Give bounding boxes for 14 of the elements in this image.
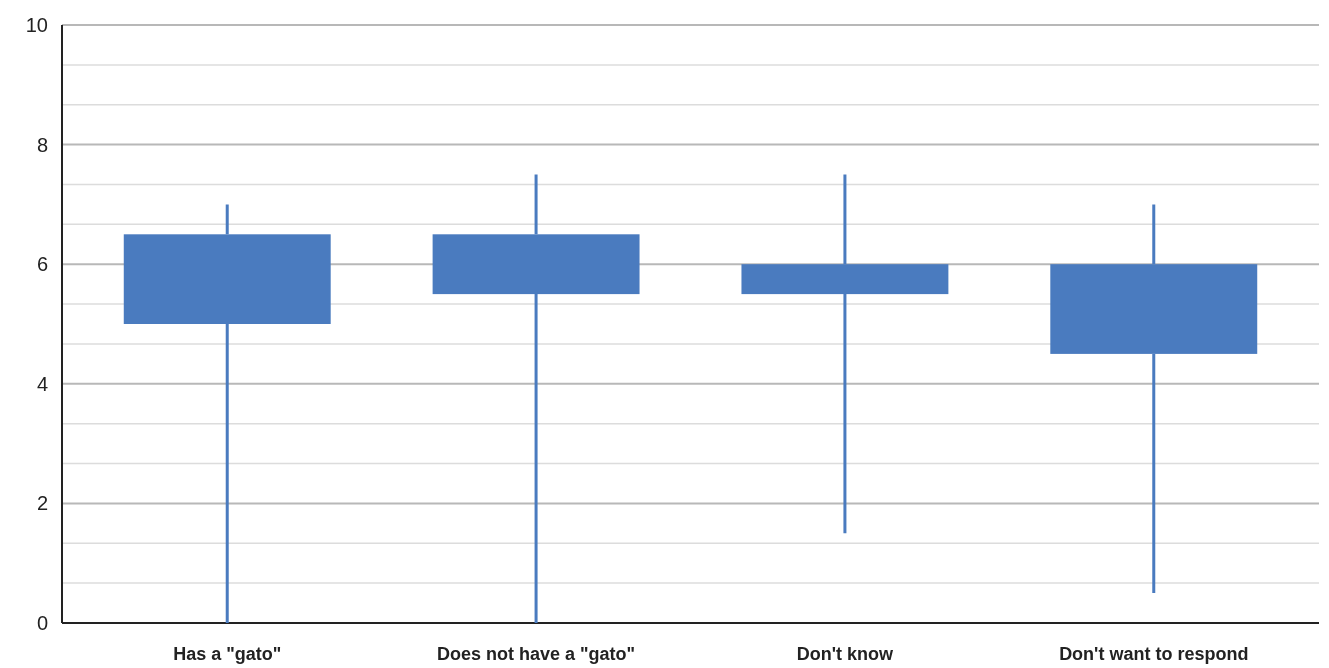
x-tick-label: Don't want to respond — [1059, 644, 1249, 664]
y-tick-label: 10 — [25, 14, 48, 36]
x-tick-label: Don't know — [796, 644, 895, 664]
candlestick — [1050, 204, 1258, 594]
y-tick-label: 6 — [36, 253, 48, 276]
candlestick — [741, 174, 949, 534]
x-tick-label: Has a "gato" — [173, 644, 282, 664]
x-tick-label: Does not have a "gato" — [437, 644, 636, 664]
y-tick-label: 2 — [36, 492, 48, 515]
candlestick — [432, 174, 640, 623]
candlestick — [123, 204, 331, 623]
y-tick-label: 8 — [36, 133, 48, 156]
y-tick-label: 0 — [36, 612, 48, 634]
y-tick-label: 4 — [36, 372, 48, 395]
